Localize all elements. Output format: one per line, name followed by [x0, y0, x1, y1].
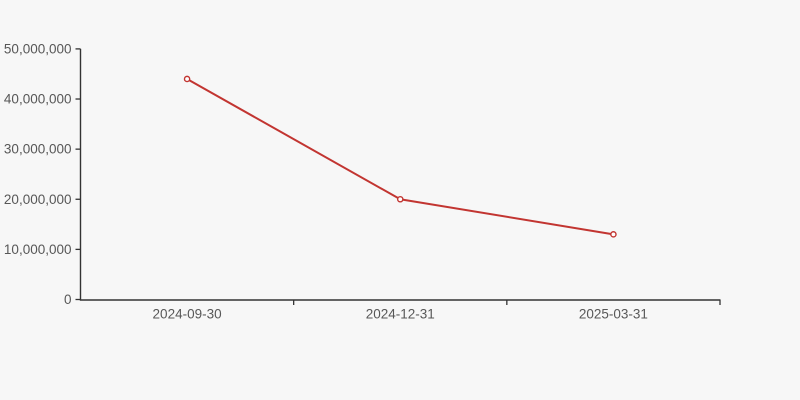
- data-line: [186, 77, 615, 236]
- y-tick-label: 10,000,000: [4, 242, 72, 257]
- y-tick-label: 50,000,000: [4, 41, 72, 56]
- data-point-marker: [396, 195, 404, 203]
- y-tick-label: 30,000,000: [4, 142, 72, 157]
- y-tick-label: 20,000,000: [4, 192, 72, 207]
- data-point-marker: [610, 231, 617, 238]
- x-tick-label: 2024-09-30: [153, 307, 222, 322]
- x-tick-label: 2025-03-31: [579, 307, 648, 322]
- data-point-marker: [183, 75, 191, 83]
- y-tick-label: 0: [64, 292, 72, 307]
- y-tick-label: 40,000,000: [4, 92, 72, 107]
- x-tick-label: 2024-12-31: [366, 307, 435, 322]
